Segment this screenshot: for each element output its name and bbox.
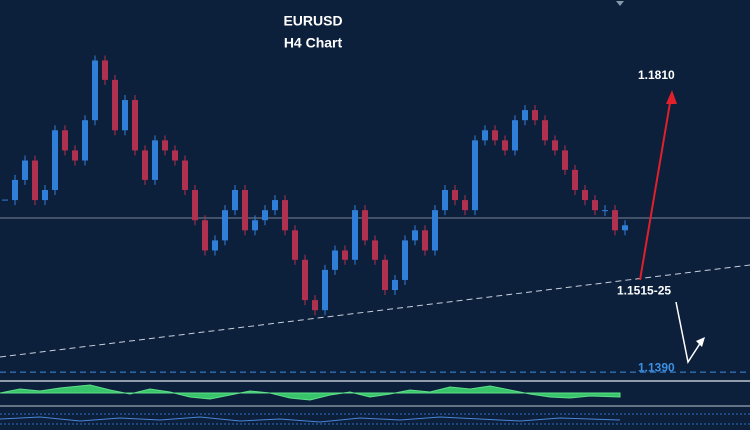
- candle-body: [562, 150, 568, 170]
- candle-body: [612, 210, 618, 231]
- candle-body: [512, 120, 518, 151]
- candle-body: [162, 140, 168, 151]
- candle-body: [142, 150, 148, 180]
- candle-body: [92, 60, 98, 121]
- candle-body: [292, 230, 298, 260]
- candle-body: [282, 200, 288, 231]
- candle-body: [402, 240, 408, 280]
- candle-body: [62, 130, 68, 151]
- candle-body: [72, 150, 78, 161]
- candle-body: [442, 190, 448, 211]
- candle-body: [452, 190, 458, 201]
- candle-body: [12, 179, 18, 201]
- candle-body: [422, 230, 428, 251]
- candle-body: [242, 190, 248, 231]
- candle-body: [112, 79, 118, 131]
- candle-body: [342, 250, 348, 260]
- candle-body: [622, 225, 628, 231]
- candle-body: [272, 200, 278, 211]
- candle-body: [132, 100, 138, 151]
- candle-body: [362, 210, 368, 241]
- shift-marker: [616, 1, 624, 6]
- candle-body: [302, 259, 308, 301]
- candle-body: [232, 190, 238, 211]
- candle-body: [262, 210, 268, 221]
- candle-body: [392, 279, 398, 291]
- level-label: 1.1515-25: [617, 283, 671, 297]
- candle-body: [192, 190, 198, 221]
- candle-body: [472, 140, 478, 211]
- candle-body: [42, 190, 48, 201]
- candle-body: [582, 190, 588, 201]
- candle-body: [602, 210, 608, 212]
- bull-arrowhead: [666, 90, 677, 104]
- candle-body: [572, 169, 578, 190]
- candle-body: [322, 269, 328, 311]
- oscillator: [0, 384, 621, 401]
- trend-line: [0, 264, 750, 358]
- candle-body: [432, 210, 438, 251]
- candle-body: [222, 210, 228, 241]
- candle-body: [352, 210, 358, 260]
- candle-body: [482, 130, 488, 141]
- candle-body: [122, 100, 128, 131]
- candle-body: [522, 110, 528, 121]
- candle-body: [332, 250, 338, 270]
- indicator-line: [0, 416, 621, 423]
- candle-body: [202, 220, 208, 251]
- candle-body: [492, 130, 498, 141]
- candle-body: [502, 140, 508, 151]
- candle-body: [382, 259, 388, 291]
- candle-body: [372, 240, 378, 260]
- scenario-arrowhead: [696, 337, 705, 347]
- candle-body: [552, 140, 558, 151]
- chart-title: EURUSD: [283, 13, 342, 29]
- candle-body: [52, 130, 58, 190]
- candle-body: [312, 300, 318, 311]
- candle-body: [182, 160, 188, 190]
- candle-body: [152, 140, 158, 180]
- candle-body: [32, 160, 38, 201]
- candle-body: [462, 200, 468, 211]
- level-label: 1.1390: [638, 360, 675, 374]
- candle-body: [212, 240, 218, 251]
- candle-body: [22, 160, 28, 180]
- bull-arrow: [639, 96, 672, 281]
- candle-body: [2, 199, 8, 201]
- candle-body: [252, 220, 258, 231]
- candle-body: [532, 110, 538, 121]
- scenario-arrow: [675, 301, 702, 364]
- candle-body: [412, 230, 418, 241]
- level-label: 1.1810: [638, 68, 675, 82]
- candle-body: [542, 120, 548, 141]
- candle-body: [172, 150, 178, 161]
- chart-subtitle: H4 Chart: [284, 35, 343, 51]
- candle-body: [102, 60, 108, 80]
- candle-body: [592, 200, 598, 211]
- candle-body: [82, 120, 88, 161]
